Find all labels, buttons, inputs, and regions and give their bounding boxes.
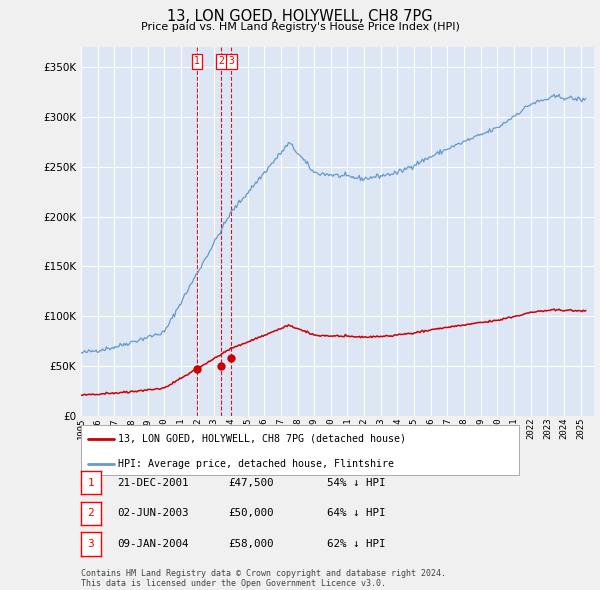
Text: 3: 3 [88, 539, 94, 549]
Text: £47,500: £47,500 [228, 478, 274, 487]
Text: 1: 1 [88, 478, 94, 487]
Text: HPI: Average price, detached house, Flintshire: HPI: Average price, detached house, Flin… [118, 459, 394, 469]
Text: 13, LON GOED, HOLYWELL, CH8 7PG: 13, LON GOED, HOLYWELL, CH8 7PG [167, 9, 433, 24]
Text: 62% ↓ HPI: 62% ↓ HPI [327, 539, 386, 549]
Text: 02-JUN-2003: 02-JUN-2003 [117, 509, 188, 518]
Text: 3: 3 [229, 57, 235, 67]
Text: Contains HM Land Registry data © Crown copyright and database right 2024.
This d: Contains HM Land Registry data © Crown c… [81, 569, 446, 588]
Text: 09-JAN-2004: 09-JAN-2004 [117, 539, 188, 549]
Text: Price paid vs. HM Land Registry's House Price Index (HPI): Price paid vs. HM Land Registry's House … [140, 22, 460, 32]
Text: £50,000: £50,000 [228, 509, 274, 518]
Text: 1: 1 [194, 57, 200, 67]
Text: 2: 2 [218, 57, 224, 67]
Text: 21-DEC-2001: 21-DEC-2001 [117, 478, 188, 487]
Text: 64% ↓ HPI: 64% ↓ HPI [327, 509, 386, 518]
Text: £58,000: £58,000 [228, 539, 274, 549]
Text: 2: 2 [88, 509, 94, 518]
Text: 13, LON GOED, HOLYWELL, CH8 7PG (detached house): 13, LON GOED, HOLYWELL, CH8 7PG (detache… [118, 434, 406, 444]
Text: 54% ↓ HPI: 54% ↓ HPI [327, 478, 386, 487]
